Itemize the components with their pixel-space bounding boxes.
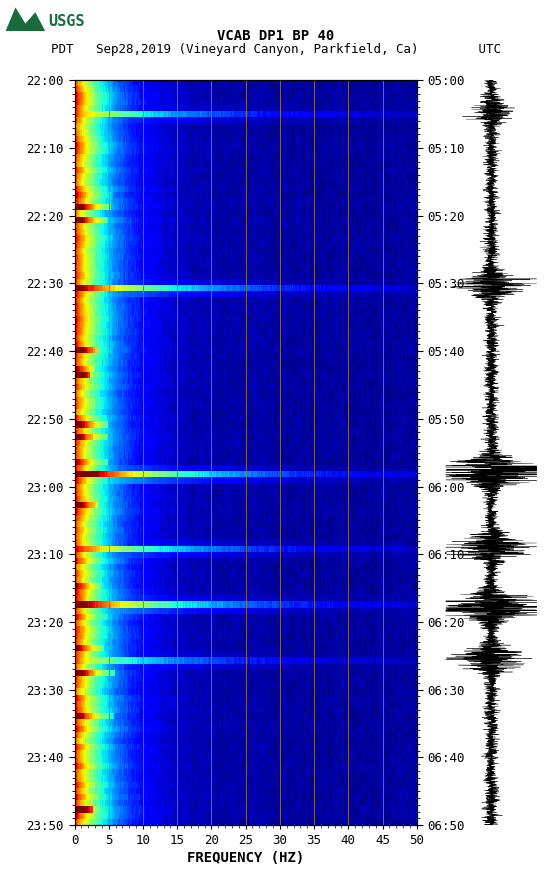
Polygon shape [6,7,45,31]
Text: VCAB DP1 BP 40: VCAB DP1 BP 40 [217,29,335,43]
X-axis label: FREQUENCY (HZ): FREQUENCY (HZ) [187,851,304,865]
Text: USGS: USGS [49,14,85,29]
Text: PDT   Sep28,2019 (Vineyard Canyon, Parkfield, Ca)        UTC: PDT Sep28,2019 (Vineyard Canyon, Parkfie… [51,43,501,56]
